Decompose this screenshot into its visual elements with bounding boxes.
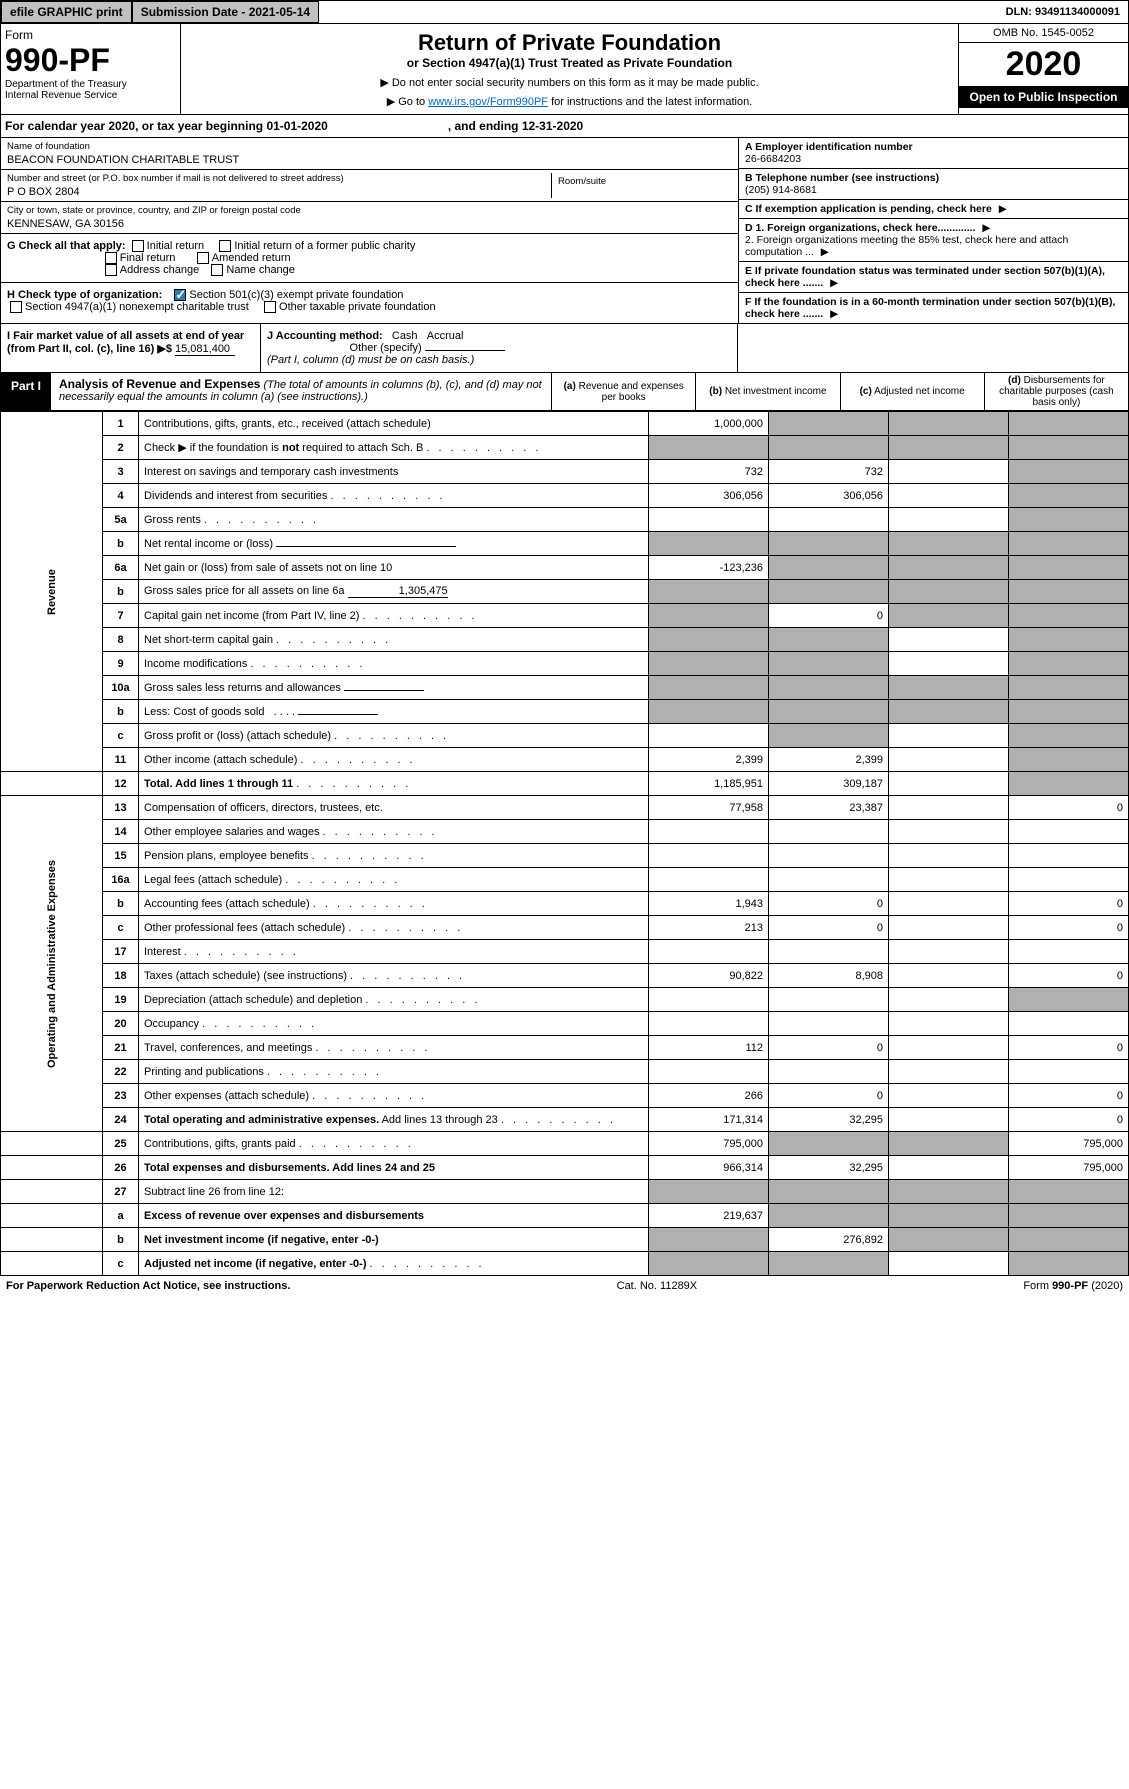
chk-name[interactable] [211, 264, 223, 276]
table-row: aExcess of revenue over expenses and dis… [1, 1204, 1129, 1228]
expenses-label: Operating and Administrative Expenses [1, 796, 103, 1132]
table-row: 10aGross sales less returns and allowanc… [1, 676, 1129, 700]
foundation-name: BEACON FOUNDATION CHARITABLE TRUST [7, 154, 239, 166]
e-label: E If private foundation status was termi… [745, 265, 1105, 289]
table-row: 17Interest [1, 940, 1129, 964]
table-row: 9Income modifications [1, 652, 1129, 676]
city-zip: KENNESAW, GA 30156 [7, 218, 124, 230]
form-ref: Form 990-PF (2020) [1023, 1280, 1123, 1292]
submission-btn[interactable]: Submission Date - 2021-05-14 [132, 1, 319, 23]
table-row: 27Subtract line 26 from line 12: [1, 1180, 1129, 1204]
table-row: 25Contributions, gifts, grants paid 795,… [1, 1132, 1129, 1156]
table-row: 23Other expenses (attach schedule) 26600 [1, 1084, 1129, 1108]
table-row: 20Occupancy [1, 1012, 1129, 1036]
d2-label: 2. Foreign organizations meeting the 85%… [745, 234, 1068, 258]
chk-amended[interactable] [197, 252, 209, 264]
table-row: bNet investment income (if negative, ent… [1, 1228, 1129, 1252]
form-number: 990-PF [5, 42, 176, 79]
table-row: 15Pension plans, employee benefits [1, 844, 1129, 868]
i-j-row: I Fair market value of all assets at end… [0, 324, 1129, 373]
irs-link[interactable]: www.irs.gov/Form990PF [428, 96, 548, 108]
table-row: 3Interest on savings and temporary cash … [1, 460, 1129, 484]
table-row: 21Travel, conferences, and meetings 1120… [1, 1036, 1129, 1060]
table-row: 19Depreciation (attach schedule) and dep… [1, 988, 1129, 1012]
table-row: bNet rental income or (loss) [1, 532, 1129, 556]
table-row: 22Printing and publications [1, 1060, 1129, 1084]
table-row: Revenue 1Contributions, gifts, grants, e… [1, 412, 1129, 436]
tax-year: 2020 [959, 43, 1128, 86]
table-row: Operating and Administrative Expenses 13… [1, 796, 1129, 820]
dept-irs: Internal Revenue Service [5, 90, 176, 101]
telephone: (205) 914-8681 [745, 184, 817, 196]
cat-no: Cat. No. 11289X [617, 1280, 698, 1292]
table-row: bLess: Cost of goods sold . . . . [1, 700, 1129, 724]
table-row: bGross sales price for all assets on lin… [1, 580, 1129, 604]
calendar-year-row: For calendar year 2020, or tax year begi… [0, 115, 1129, 138]
tel-label: B Telephone number (see instructions) [745, 172, 939, 184]
table-row: 14Other employee salaries and wages [1, 820, 1129, 844]
name-label: Name of foundation [7, 141, 732, 152]
revenue-label: Revenue [1, 412, 103, 772]
top-bar: efile GRAPHIC print Submission Date - 20… [0, 0, 1129, 24]
entity-block: Name of foundation BEACON FOUNDATION CHA… [0, 138, 1129, 324]
table-row: 18Taxes (attach schedule) (see instructi… [1, 964, 1129, 988]
table-row: cOther professional fees (attach schedul… [1, 916, 1129, 940]
c-label: C If exemption application is pending, c… [745, 203, 992, 215]
omb-no: OMB No. 1545-0052 [959, 24, 1128, 43]
d1-label: D 1. Foreign organizations, check here..… [745, 222, 975, 234]
g-checks: G Check all that apply: Initial return I… [1, 234, 738, 283]
footer: For Paperwork Reduction Act Notice, see … [0, 1276, 1129, 1296]
part1-header: Part I Analysis of Revenue and Expenses … [0, 373, 1129, 411]
table-row: 5aGross rents [1, 508, 1129, 532]
table-row: 16aLegal fees (attach schedule) [1, 868, 1129, 892]
efile-btn[interactable]: efile GRAPHIC print [1, 1, 132, 23]
chk-initial-former[interactable] [219, 240, 231, 252]
chk-other-tax[interactable] [264, 301, 276, 313]
part1-tag: Part I [1, 373, 51, 410]
dept-treasury: Department of the Treasury [5, 79, 176, 90]
form-title: Return of Private Foundation [187, 30, 952, 56]
table-row: 24Total operating and administrative exp… [1, 1108, 1129, 1132]
open-inspection: Open to Public Inspection [959, 86, 1128, 108]
chk-addr[interactable] [105, 264, 117, 276]
dln: DLN: 93491134000091 [998, 3, 1128, 21]
table-row: cAdjusted net income (if negative, enter… [1, 1252, 1129, 1276]
form-word: Form [5, 28, 176, 42]
chk-initial[interactable] [132, 240, 144, 252]
chk-final[interactable] [105, 252, 117, 264]
f-label: F If the foundation is in a 60-month ter… [745, 296, 1115, 320]
table-row: 7Capital gain net income (from Part IV, … [1, 604, 1129, 628]
ein-label: A Employer identification number [745, 141, 913, 153]
note-ssn: ▶ Do not enter social security numbers o… [187, 76, 952, 89]
city-label: City or town, state or province, country… [7, 205, 732, 216]
address: P O BOX 2804 [7, 186, 80, 198]
room-label: Room/suite [558, 176, 726, 187]
addr-label: Number and street (or P.O. box number if… [7, 173, 551, 184]
ein: 26-6684203 [745, 153, 801, 165]
form-header: Form 990-PF Department of the Treasury I… [0, 24, 1129, 115]
fmv-value: 15,081,400 [175, 343, 235, 356]
paperwork-notice: For Paperwork Reduction Act Notice, see … [6, 1280, 290, 1292]
table-row: 6aNet gain or (loss) from sale of assets… [1, 556, 1129, 580]
table-row: 4Dividends and interest from securities … [1, 484, 1129, 508]
table-row: cGross profit or (loss) (attach schedule… [1, 724, 1129, 748]
chk-4947[interactable] [10, 301, 22, 313]
note-link: ▶ Go to www.irs.gov/Form990PF for instru… [187, 95, 952, 108]
part1-table: Revenue 1Contributions, gifts, grants, e… [0, 411, 1129, 1276]
table-row: 8Net short-term capital gain [1, 628, 1129, 652]
chk-501c3[interactable] [174, 289, 186, 301]
table-row: 26Total expenses and disbursements. Add … [1, 1156, 1129, 1180]
table-row: bAccounting fees (attach schedule) 1,943… [1, 892, 1129, 916]
form-subtitle: or Section 4947(a)(1) Trust Treated as P… [187, 56, 952, 70]
h-checks: H Check type of organization: Section 50… [1, 283, 738, 319]
table-row: 2Check ▶ if the foundation is not requir… [1, 436, 1129, 460]
table-row: 12Total. Add lines 1 through 11 1,185,95… [1, 772, 1129, 796]
table-row: 11Other income (attach schedule) 2,3992,… [1, 748, 1129, 772]
